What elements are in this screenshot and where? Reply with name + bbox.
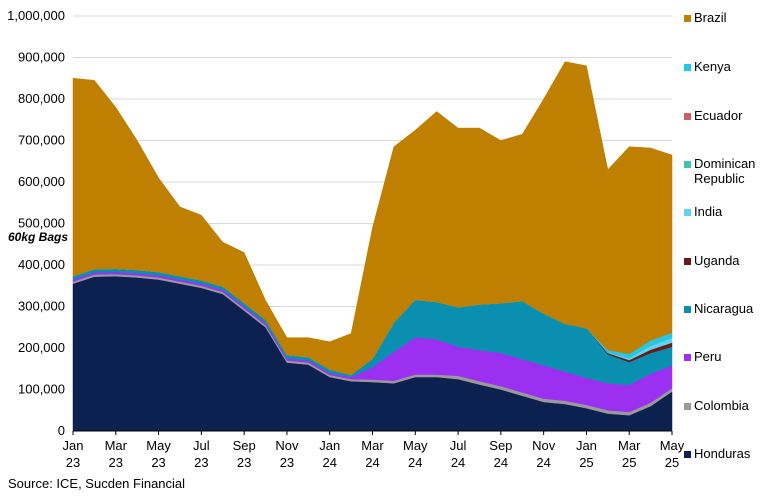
y-tick-label: 500,000 <box>18 216 65 231</box>
legend-label: Uganda <box>694 253 740 268</box>
legend-label: Ecuador <box>694 108 743 123</box>
area-series-brazil <box>72 61 673 376</box>
y-tick-label: 100,000 <box>18 382 65 397</box>
y-tick-label: 400,000 <box>18 257 65 272</box>
y-tick-label: 900,000 <box>18 50 65 65</box>
y-tick-label: 600,000 <box>18 174 65 189</box>
y-tick-label: 800,000 <box>18 91 65 106</box>
legend-swatch-nicaragua <box>684 306 691 313</box>
y-tick-label: 0 <box>58 423 65 438</box>
x-tick-month: Nov <box>532 438 556 453</box>
legend-label: Nicaragua <box>694 301 754 316</box>
x-tick-year: 23 <box>66 455 80 470</box>
x-tick-year: 25 <box>665 455 679 470</box>
x-axis-ticks: Jan 23 Mar 23 May 23 Jul 23 Sep 23 Nov 23 Jan 24 Mar 24… <box>63 431 685 470</box>
x-tick-month: Jul <box>450 438 467 453</box>
y-tick-label: 700,000 <box>18 133 65 148</box>
legend-label: Republic <box>694 171 745 186</box>
legend-label: India <box>694 204 723 219</box>
x-tick-year: 23 <box>194 455 208 470</box>
x-tick-year: 23 <box>280 455 294 470</box>
x-tick-month: Jul <box>193 438 210 453</box>
legend-label: Peru <box>694 349 721 364</box>
x-tick-year: 24 <box>451 455 465 470</box>
legend-swatch-uganda <box>684 258 691 265</box>
y-tick-label: 300,000 <box>18 299 65 314</box>
chart-areas <box>72 61 673 432</box>
source-note: Source: ICE, Sucden Financial <box>8 476 186 491</box>
x-tick-year: 23 <box>237 455 251 470</box>
legend-swatch-honduras <box>684 451 691 458</box>
y-tick-label: 1,000,000 <box>7 8 65 23</box>
stacked-area-chart: 0 100,000 200,000 300,000 400,000 500,000 600,… <box>7 8 755 470</box>
x-tick-year: 23 <box>151 455 165 470</box>
legend-swatch-india <box>684 209 691 216</box>
x-tick-month: May <box>660 438 685 453</box>
x-tick-month: Mar <box>361 438 384 453</box>
x-tick-month: May <box>146 438 171 453</box>
x-tick-month: Mar <box>618 438 641 453</box>
x-tick-month: Jan <box>319 438 340 453</box>
legend-swatch-brazil <box>684 15 691 22</box>
x-tick-year: 24 <box>322 455 336 470</box>
legend-swatch-colombia <box>684 403 691 410</box>
x-tick-year: 24 <box>365 455 379 470</box>
x-tick-year: 24 <box>408 455 422 470</box>
y-axis-unit-label: 60kg Bags <box>8 230 68 244</box>
legend-swatch-peru <box>684 354 691 361</box>
y-axis-ticks: 0 100,000 200,000 300,000 400,000 500,000 600,… <box>7 8 65 438</box>
x-tick-month: Jan <box>63 438 84 453</box>
x-tick-month: Mar <box>105 438 128 453</box>
legend-swatch-kenya <box>684 64 691 71</box>
x-tick-year: 23 <box>109 455 123 470</box>
x-tick-month: Nov <box>275 438 299 453</box>
x-tick-year: 24 <box>494 455 508 470</box>
y-tick-label: 200,000 <box>18 340 65 355</box>
x-tick-year: 25 <box>622 455 636 470</box>
x-tick-year: 24 <box>536 455 550 470</box>
legend-swatch-ecuador <box>684 113 691 120</box>
legend-label: Colombia <box>694 398 750 413</box>
x-tick-year: 25 <box>579 455 593 470</box>
legend-swatch-dominican-republic <box>684 161 691 168</box>
legend-label: Kenya <box>694 59 732 74</box>
x-tick-month: Sep <box>233 438 256 453</box>
x-tick-month: Sep <box>489 438 512 453</box>
x-tick-month: Jan <box>576 438 597 453</box>
legend-label: Dominican <box>694 156 755 171</box>
legend-label: Honduras <box>694 446 751 461</box>
legend-label: Brazil <box>694 10 727 25</box>
x-tick-month: May <box>403 438 428 453</box>
